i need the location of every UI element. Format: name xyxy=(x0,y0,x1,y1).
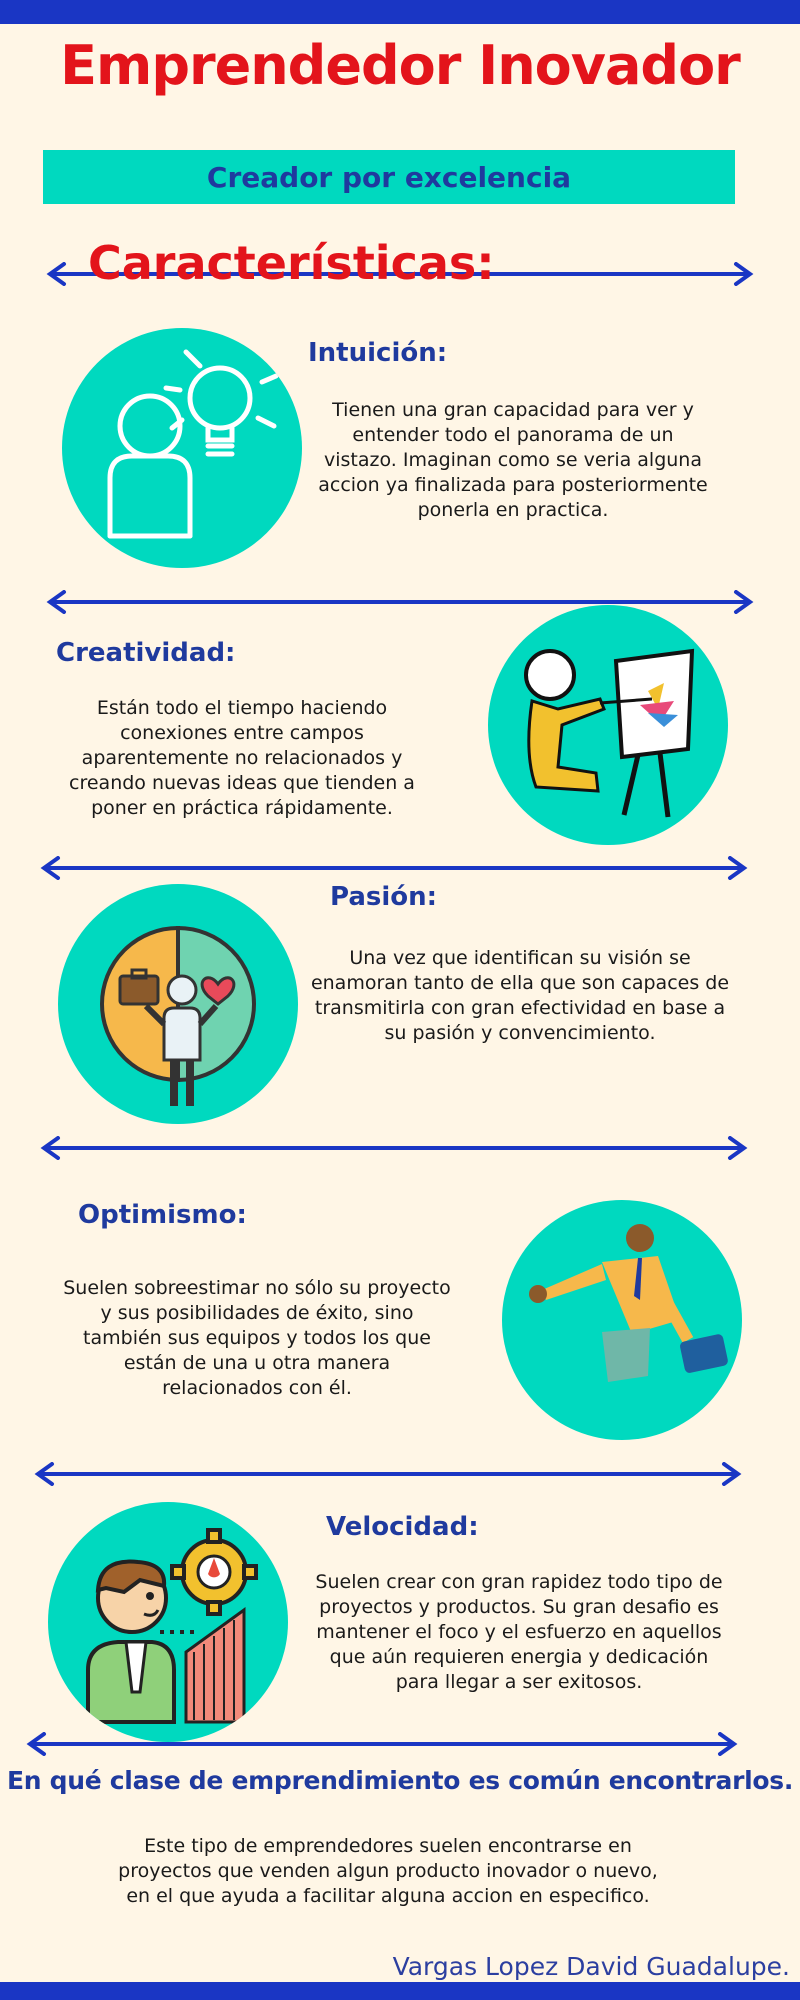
businessman-briefcase-icon xyxy=(502,1200,742,1440)
double-arrow-divider xyxy=(46,262,754,286)
subtitle-banner: Creador por excelencia xyxy=(43,150,735,204)
bottom-bar xyxy=(0,1982,800,2000)
text-creatividad: Están todo el tiempo haciendo conexiones… xyxy=(69,697,415,819)
double-arrow-divider xyxy=(46,590,754,614)
subtitle: Creador por excelencia xyxy=(206,160,572,194)
heading-intuicion: Intuición: xyxy=(308,338,448,368)
heading-pasion: Pasión: xyxy=(330,882,438,912)
double-arrow-divider xyxy=(40,1136,748,1160)
heading-optimismo: Optimismo: xyxy=(78,1200,247,1230)
heading-velocidad: Velocidad: xyxy=(326,1512,479,1542)
double-arrow-divider xyxy=(26,1732,738,1756)
double-arrow-divider xyxy=(40,856,748,880)
double-arrow-divider xyxy=(34,1462,742,1486)
text-pasion: Una vez que identifican su visión se ena… xyxy=(310,947,730,1044)
text-intuicion: Tienen una gran capacidad para ver y ent… xyxy=(318,399,708,521)
heading-creatividad: Creatividad: xyxy=(56,638,236,668)
answer-text: Este tipo de emprendedores suelen encont… xyxy=(118,1835,658,1907)
text-velocidad: Suelen crear con gran rapidez todo tipo … xyxy=(315,1571,723,1693)
painter-easel-icon xyxy=(488,605,728,845)
top-bar xyxy=(0,0,800,24)
person-briefcase-heart-icon xyxy=(58,884,298,1124)
author-credit: Vargas Lopez David Guadalupe. xyxy=(392,1952,790,1981)
person-lightbulb-icon xyxy=(62,328,302,568)
text-optimismo: Suelen sobreestimar no sólo su proyecto … xyxy=(63,1277,451,1399)
characteristics-heading: Características: xyxy=(88,236,495,290)
page-title: Emprendedor Inovador xyxy=(60,34,741,97)
man-gear-chart-icon xyxy=(48,1502,288,1742)
question-heading: En qué clase de emprendimiento es común … xyxy=(6,1766,794,1795)
